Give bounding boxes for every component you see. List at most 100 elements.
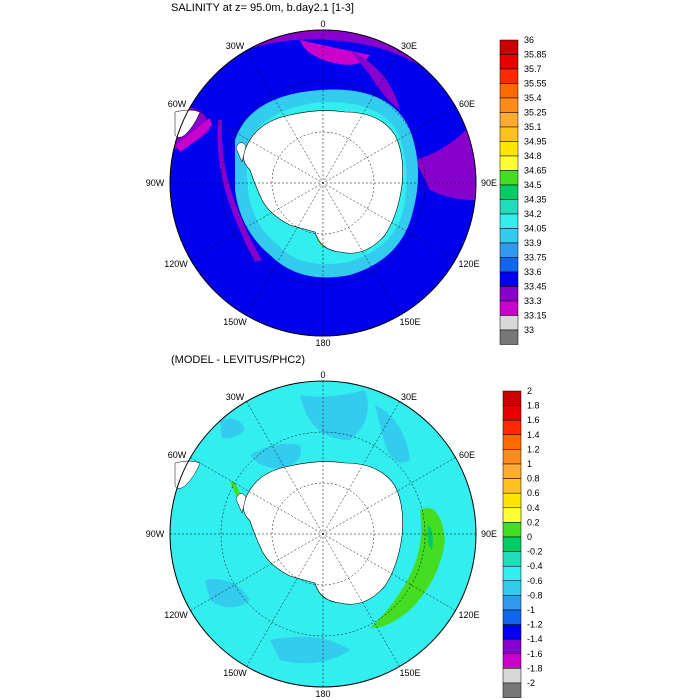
antarctica-landmass-1 (243, 110, 403, 254)
colorbar-label: -1.4 (527, 634, 543, 644)
colorbar-box (502, 668, 522, 684)
difference-patch-northwest (220, 418, 245, 439)
colorbar-box (499, 155, 519, 171)
colorbar-box (502, 580, 522, 596)
colorbar-box (502, 609, 522, 625)
colorbar-box (502, 653, 522, 669)
colorbar-box (499, 242, 519, 258)
colorbar-box (502, 565, 522, 582)
lon-label-90e-p2: 90E (481, 529, 497, 539)
colorbar-label: 0 (527, 532, 532, 542)
colorbar-box (502, 390, 522, 406)
colorbar-box (502, 624, 522, 640)
colorbar-label: 36 (524, 35, 534, 45)
colorbar-box (499, 170, 519, 186)
colorbar-box (502, 492, 522, 509)
colorbar-box (499, 126, 519, 142)
colorbar-label: 1.6 (527, 415, 540, 425)
colorbar-label: 35.7 (524, 64, 542, 74)
panel1-title: SALINITY at z= 95.0m, b.day2.1 [1-3] (171, 2, 354, 14)
salinity-band-east (415, 120, 475, 200)
difference-map: 0 30E 60E 90E 120E 150E 180 150W 120W 90… (146, 370, 497, 699)
colorbar-label: -1.2 (527, 620, 543, 630)
colorbar-label: -0.6 (527, 576, 543, 586)
colorbar-label: 35.55 (524, 79, 547, 89)
colorbar-box (502, 507, 522, 523)
colorbar-box (499, 286, 519, 302)
lon-label-150w-p2: 150W (223, 668, 247, 678)
colorbar-box (502, 682, 522, 698)
colorbar-label: 34.05 (524, 224, 547, 234)
colorbar-label: 33 (524, 325, 534, 335)
antarctica-landmass-2 (243, 461, 403, 605)
colorbar-box (502, 463, 522, 479)
lon-label-90w: 90W (146, 178, 165, 188)
lon-label-30e: 30E (401, 41, 417, 51)
lon-label-150w: 150W (223, 317, 247, 327)
map-border-1 (169, 29, 477, 337)
colorbar-box (499, 300, 519, 316)
colorbar-box (499, 257, 519, 273)
salinity-filament (350, 50, 400, 110)
colorbar-difference: 2 1.8 1.6 1.4 1.2 1 0.8 0.6 0.4 0.2 0 -0.2 -0.4 -0.6 -… (502, 386, 543, 698)
colorbar-box (499, 329, 519, 345)
lon-label-30w: 30W (226, 41, 245, 51)
colorbar-label: 33.3 (524, 296, 542, 306)
colorbar-label: -1 (527, 605, 535, 615)
lon-label-120w: 120W (164, 259, 188, 269)
graticule-1 (170, 30, 476, 336)
colorbar-label: -1.8 (527, 663, 543, 673)
lon-label-180-p2: 180 (315, 689, 330, 699)
colorbar-label: 33.9 (524, 238, 542, 248)
colorbar-box (499, 83, 519, 99)
lon-label-90e: 90E (481, 178, 497, 188)
colorbar-label: 1 (527, 459, 532, 469)
colorbar-label: 1.2 (527, 444, 540, 454)
colorbar-label: 34.2 (524, 209, 542, 219)
colorbar-label: 33.45 (524, 282, 547, 292)
colorbar-box (499, 39, 519, 55)
colorbar-box (502, 551, 522, 567)
colorbar-label: 0.2 (527, 517, 540, 527)
lon-label-60e: 60E (459, 99, 475, 109)
difference-green-band (370, 508, 445, 629)
lon-label-30w-p2: 30W (226, 392, 245, 402)
colorbar-label: 0.4 (527, 503, 540, 513)
colorbar-box (502, 434, 522, 450)
colorbar-label: 34.8 (524, 151, 542, 161)
colorbar-label: -1.6 (527, 649, 543, 659)
panel2-title: (MODEL - LEVITUS/PHC2) (171, 354, 306, 366)
colorbar-box (499, 271, 519, 287)
colorbar-box (499, 68, 519, 84)
difference-patch-weddell (250, 443, 301, 469)
difference-patch-northeast (375, 405, 410, 463)
colorbar-label: -0.4 (527, 561, 543, 571)
colorbar-label: -2 (527, 678, 535, 688)
colorbar-salinity: 36 35.85 35.7 35.55 35.4 35.25 35.1 34.95 34.8 34… (499, 35, 547, 345)
colorbar-label: 33.15 (524, 311, 547, 321)
lon-label-30e-p2: 30E (401, 392, 417, 402)
colorbar-label: 0.8 (527, 474, 540, 484)
lon-label-90w-p2: 90W (146, 529, 165, 539)
difference-green-core (427, 525, 433, 550)
south-america-tip-2 (174, 460, 201, 489)
difference-green-west (230, 480, 240, 500)
lon-label-180: 180 (315, 338, 330, 348)
colorbar-label: 33.6 (524, 267, 542, 277)
colorbar-label: -0.2 (527, 547, 543, 557)
map-border-2 (169, 380, 477, 688)
colorbar-box (502, 419, 522, 436)
colorbar-label: 1.8 (527, 401, 540, 411)
difference-patch-north (300, 390, 368, 440)
lon-label-150e: 150E (399, 317, 420, 327)
colorbar-box (499, 213, 519, 229)
colorbar-label: 35.4 (524, 93, 542, 103)
colorbar-label: -0.8 (527, 590, 543, 600)
antarctic-peninsula-2 (235, 493, 247, 514)
lon-label-0-p2: 0 (320, 370, 325, 380)
colorbar-label: 34.35 (524, 195, 547, 205)
lon-label-120e: 120E (458, 259, 479, 269)
colorbar-box (499, 228, 519, 244)
lon-label-0: 0 (320, 19, 325, 29)
